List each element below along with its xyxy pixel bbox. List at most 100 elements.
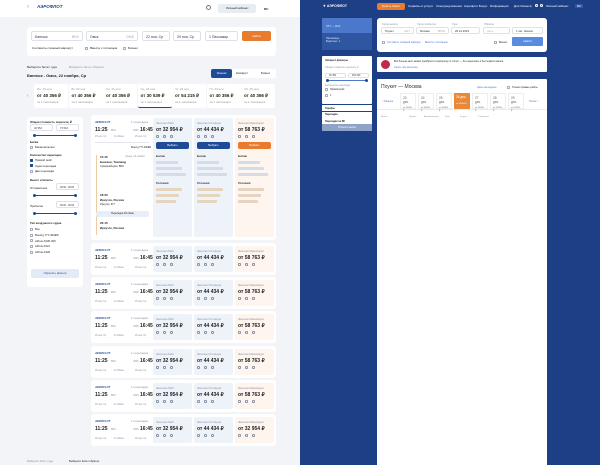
column-header[interactable]: Авиакомпания	[424, 116, 439, 118]
from-field[interactable]: Бангкок BKK	[31, 31, 83, 41]
later-button[interactable]: Позже >	[529, 100, 539, 103]
fare-column[interactable]: Эконом Лайт от 32 954 ₽	[153, 417, 192, 443]
fare-column[interactable]: Эконом Оптимум от 44 434 ₽	[194, 280, 233, 307]
checkbox[interactable]	[30, 169, 33, 173]
date-tab[interactable]: 26 дек. от 50454 ₽	[454, 93, 470, 109]
date-back-field[interactable]: 29 ноя, Ср	[173, 31, 201, 41]
nav-item[interactable]: Аэрофлот Бонус	[464, 4, 488, 8]
aircraft-option[interactable]: Boeing 777-300ER	[30, 233, 59, 239]
nav-item[interactable]: Информация	[490, 4, 509, 8]
prev-dates-icon[interactable]: ‹	[27, 93, 29, 99]
checkbox[interactable]	[30, 158, 33, 162]
baggage-checkbox[interactable]: Багаж включён	[30, 145, 55, 149]
date-tab[interactable]: 23 дек. от 50454 ₽	[400, 93, 416, 112]
language-select[interactable]: RU	[575, 4, 584, 8]
date-option[interactable]: Вт, 20 ноя от 40 356 ₽ за 1 пассажира	[68, 84, 103, 108]
checkbox[interactable]	[30, 239, 33, 243]
date-option[interactable]: Сб, 25 ноя от 40 356 ₽ за 1 пассажира	[241, 84, 275, 108]
banner-link[interactable]: Узнать про рассрочку	[394, 65, 418, 69]
fare-column[interactable]: Эконом Оптимум от 44 434 ₽	[194, 382, 233, 409]
reset-filters-button[interactable]: Сбросить выбор	[322, 124, 372, 131]
fare-column[interactable]: Эконом Лайт от 32 954 ₽	[153, 280, 192, 307]
fare-column[interactable]: Эконом Оптимум от 44 434 ₽	[194, 348, 233, 375]
date-tab[interactable]: 24 дек. от 50454 ₽	[418, 93, 434, 112]
checkbox[interactable]	[494, 41, 497, 44]
flight-card[interactable]: AEROFLOT 1 пересадка 11:25 BKK OMS 16:45 28 но…	[91, 277, 276, 310]
price-max-input[interactable]: 253 240	[348, 73, 369, 78]
fare-column[interactable]: Эконом Оптимум от 44 434 ₽	[194, 314, 233, 341]
help-icon[interactable]	[206, 5, 211, 10]
stops-option[interactable]: Прямой рейс	[30, 158, 56, 164]
back-date-field[interactable]: Дата	[483, 27, 510, 34]
week-prices-link[interactable]: Цены на неделю	[477, 86, 497, 89]
passengers-summary[interactable]: Пассажиры Взрослых: 1	[322, 33, 372, 50]
arrival-slider[interactable]	[33, 212, 77, 215]
tab-comfort[interactable]: Комфорт	[236, 71, 248, 75]
nav-item[interactable]: Сервисы и услуги	[408, 4, 433, 8]
logo[interactable]: АЭРОФЛОТ	[37, 4, 63, 9]
from-field[interactable]: Пхукет HKT	[381, 27, 414, 34]
checkbox[interactable]	[123, 46, 126, 50]
checkbox[interactable]	[30, 164, 33, 168]
date-option[interactable]: Пт, 24 ноя от 40 356 ₽ за 1 пассажира	[206, 84, 241, 108]
choose-button[interactable]: Выбрать	[156, 142, 189, 149]
fare-column[interactable]: Эконом Максимум от 58 763 ₽	[235, 246, 274, 272]
pet-link[interactable]: Вместе с питомцем	[425, 41, 448, 44]
choose-button[interactable]: Выбрать	[197, 142, 230, 149]
fare-column[interactable]: Эконом Максимум от 58 763 ₽	[235, 348, 274, 375]
column-header[interactable]: В пути	[460, 116, 467, 118]
checkbox[interactable]	[30, 145, 33, 149]
earlier-button[interactable]: < Раньше	[382, 100, 394, 103]
date-tab[interactable]: 28 дек. от 57816 ₽	[490, 93, 506, 112]
complex-route-link[interactable]: Составить сложный маршрут	[32, 46, 73, 50]
fare-column[interactable]: Эконом Максимум от 58 763 ₽	[235, 382, 274, 409]
to-field[interactable]: Москва MOW	[416, 27, 449, 34]
account-link[interactable]: Личный кабинет	[546, 4, 569, 8]
column-header[interactable]: Прилёт	[409, 116, 417, 118]
date-tab[interactable]: 29 дек. от 57816 ₽	[508, 93, 524, 112]
date-option[interactable]: Ср, 21 ноя от 40 356 ₽ за 1 пассажира	[103, 84, 137, 108]
nav-item[interactable]: Для бизнеса	[514, 4, 532, 8]
checkbox[interactable]	[30, 250, 33, 254]
filter-transfers-other[interactable]: Пересадки не ВС	[322, 118, 372, 124]
checkbox[interactable]	[507, 86, 510, 89]
checkbox[interactable]	[325, 88, 328, 91]
checkbox[interactable]	[85, 46, 88, 50]
fare-column[interactable]: Эконом Лайт от 32 954 ₽	[153, 246, 192, 272]
fare-column[interactable]: Эконом Лайт от 32 954 ₽	[153, 382, 192, 409]
nav-item[interactable]: Спецпредложения	[436, 4, 462, 8]
tab-economy[interactable]: Эконом	[211, 69, 232, 78]
arrival-time-input[interactable]: 00:00 - 00:00	[56, 201, 79, 208]
direct-only-checkbox[interactable]: Только прямые рейсы	[507, 86, 538, 89]
fare-column[interactable]: Эконом Максимум от 32 954 ₽	[235, 417, 274, 443]
one-stop-checkbox[interactable]: 1	[325, 94, 331, 97]
choose-button[interactable]: Выбрать	[238, 142, 271, 149]
flight-card[interactable]: AEROFLOT 1 пересадка 11:25 BKK OMS 16:45 28 но…	[91, 379, 276, 412]
pet-checkbox[interactable]: Вместе с питомцем	[85, 46, 117, 50]
filter-tariffs[interactable]: Тарифы	[322, 105, 372, 111]
flight-card[interactable]: AEROFLOT 1 пересадка 11:25 BKK OMS 16:45 28 но…	[91, 311, 276, 344]
filter-transfers[interactable]: Пересадки	[322, 111, 372, 118]
price-min-input[interactable]: 30 454	[325, 73, 346, 78]
fare-column[interactable]: Эконом Оптимум от 44 434 ₽	[194, 246, 233, 272]
step-back-footer[interactable]: Выберите билет обратно	[69, 460, 100, 463]
column-header[interactable]: Рейс	[445, 116, 450, 118]
date-tab[interactable]: 25 дек. от 50454 ₽	[436, 93, 452, 112]
price-max-input[interactable]: 73 544	[56, 124, 79, 131]
checkbox[interactable]	[30, 233, 33, 237]
departure-time-input[interactable]: 00:00 - 00:00	[56, 183, 79, 190]
checkbox[interactable]	[30, 227, 33, 231]
search-button[interactable]: Найти	[512, 37, 543, 46]
date-option[interactable]: Ср, 22 ноя от 30 539 ₽ за 1 пассажира	[137, 84, 172, 108]
checkbox[interactable]	[382, 41, 385, 44]
complex-route-link[interactable]: Составить сложный маршрут	[382, 41, 421, 44]
search-icon[interactable]	[540, 4, 543, 7]
logo[interactable]: ✈ АЭРОФЛОТ	[323, 4, 348, 8]
there-date-field[interactable]: 26.12.2023	[451, 27, 480, 34]
aircraft-option[interactable]: Airbus A321	[30, 244, 59, 250]
business-checkbox[interactable]: Бизнес	[123, 46, 138, 50]
route-summary[interactable]: ПХТ — МСК	[322, 18, 372, 33]
departure-slider[interactable]	[33, 194, 77, 197]
settings-icon[interactable]	[535, 4, 538, 7]
step-there-footer[interactable]: Выберите билет туда	[27, 460, 53, 463]
